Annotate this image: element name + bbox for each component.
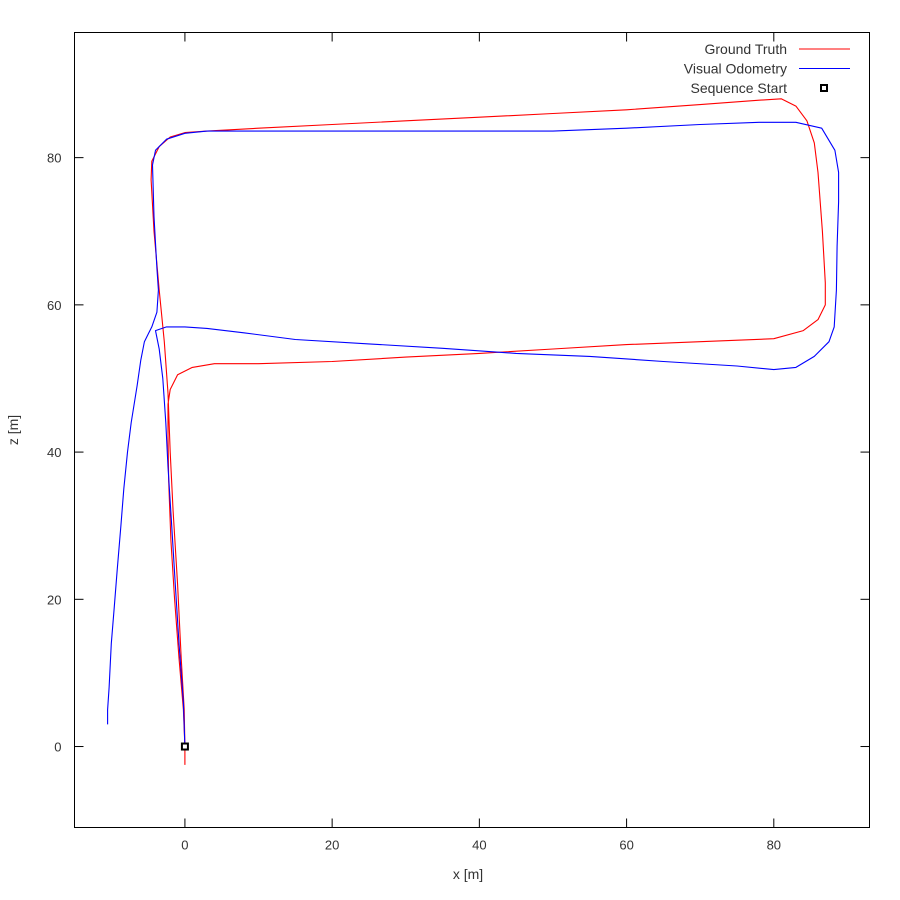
y-tick-label: 80	[47, 151, 61, 166]
legend-label-visual-odometry: Visual Odometry	[684, 61, 787, 77]
x-axis-label: x [m]	[453, 866, 483, 882]
legend-label-ground-truth: Ground Truth	[705, 41, 788, 57]
tick-layer: 0 20 40 60 80 0 20 40 60 80	[47, 32, 870, 853]
y-tick-label: 0	[54, 740, 61, 755]
y-tick-label: 40	[47, 445, 61, 460]
legend-label-sequence-start: Sequence Start	[690, 80, 787, 96]
y-axis-label: z [m]	[5, 415, 21, 445]
x-tick-label: 20	[325, 838, 339, 853]
series-line-visual-odometry	[107, 121, 840, 747]
series-layer	[107, 98, 840, 765]
x-tick-label: 40	[472, 838, 486, 853]
x-tick-label: 80	[767, 838, 781, 853]
legend: Ground Truth Visual Odometry Sequence Star…	[684, 41, 850, 96]
x-tick-label: 0	[181, 838, 188, 853]
series-line-ground-truth	[150, 98, 826, 765]
legend-swatch-sequence-start	[820, 84, 828, 92]
x-tick-label: 60	[619, 838, 633, 853]
y-tick-label: 60	[47, 298, 61, 313]
plot-frame	[74, 32, 870, 828]
sequence-start-marker	[180, 742, 189, 751]
marker-layer	[180, 742, 189, 751]
y-tick-label: 20	[47, 592, 61, 607]
